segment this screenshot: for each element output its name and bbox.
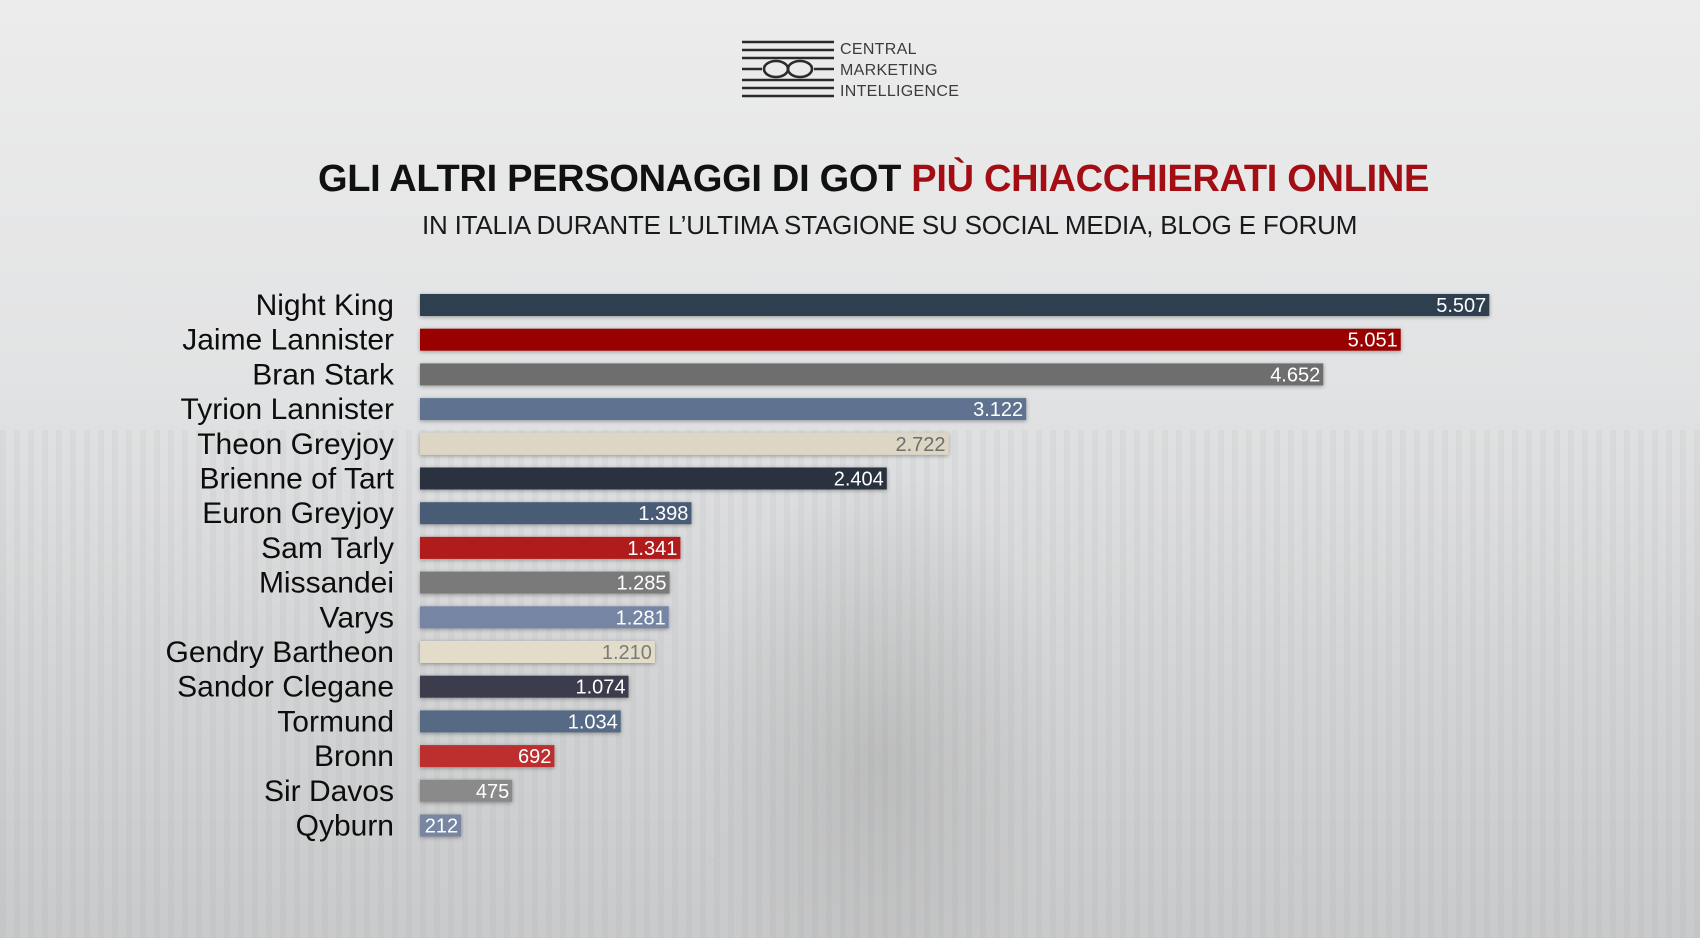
value-label: 5.507 [1436,295,1486,317]
category-label: Qyburn [296,810,394,843]
bar [420,502,692,525]
chart-title: GLI ALTRI PERSONAGGI DI GOT PIÙ CHIACCHI… [318,158,1429,201]
bar [420,363,1324,386]
bar [420,710,621,733]
x-tick-label: 1.500 [699,855,724,866]
value-label: 3.122 [973,399,1023,421]
value-label: 1.034 [568,711,618,733]
chart-subtitle: IN ITALIA DURANTE L’ULTIMA STAGIONE SU S… [422,210,1358,240]
category-label: Jaime Lannister [182,324,394,357]
category-label: Tormund [277,705,394,738]
category-label: Bronn [314,740,394,773]
x-tick-label: 4.500 [1281,855,1306,866]
x-tick-label: 0 [417,855,423,866]
bar [420,294,1490,316]
logo-text: CENTRAL MARKETING INTELLIGENCE [840,39,959,102]
bar [420,779,513,802]
category-label: Euron Greyjoy [202,497,394,530]
chart-title-main: GLI ALTRI PERSONAGGI DI GOT [318,158,912,200]
bar [420,606,669,629]
category-label: Brienne of Tart [199,463,394,496]
x-tick-label: 6.000 [1572,855,1597,866]
value-label: 4.652 [1270,364,1320,386]
category-label: Night King [256,289,394,322]
value-label: 2.722 [895,434,945,456]
logo-line-2: MARKETING [840,62,938,79]
bar [420,571,670,594]
category-label: Theon Greyjoy [197,428,394,461]
value-label: 475 [476,781,509,803]
bar [420,432,949,455]
logo-line-3: INTELLIGENCE [840,83,960,100]
value-label: 5.051 [1348,330,1398,352]
bar [420,641,655,663]
category-label: Sam Tarly [261,532,394,565]
logo: CENTRAL MARKETING INTELLIGENCE [742,40,959,102]
bar [420,328,1401,351]
value-label: 2.404 [834,469,884,491]
chart-title-accent: PIÙ CHIACCHIERATI ONLINE [911,158,1430,200]
bar [420,675,629,698]
category-label: Tyrion Lannister [181,393,394,426]
value-label: 1.074 [575,677,625,699]
value-label: 1.210 [602,642,652,664]
value-label: 212 [425,816,458,838]
bar [420,398,1027,421]
x-tick-label: 3.000 [990,855,1015,866]
value-label: 1.398 [638,503,688,525]
value-label: 1.341 [627,538,677,560]
value-label: 1.285 [616,573,666,595]
bar [420,536,681,559]
value-label: 692 [518,746,551,768]
bar [420,814,462,837]
bar [420,467,887,490]
category-label: Sir Davos [264,775,394,808]
category-label: Sandor Clegane [177,671,394,704]
eye-logo-icon [742,40,834,98]
logo-line-1: CENTRAL [840,41,917,58]
category-label: Varys [320,601,394,634]
value-label: 1.281 [616,607,666,629]
category-label: Missandei [259,567,394,600]
category-label: Gendry Bartheon [166,636,394,669]
category-label: Bran Stark [252,358,395,391]
bar [420,745,555,768]
